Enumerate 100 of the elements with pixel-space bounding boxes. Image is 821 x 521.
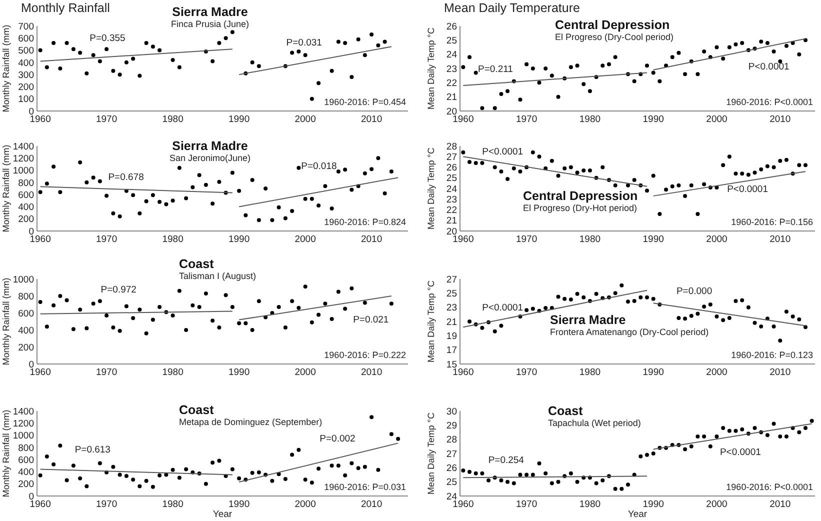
y-tick-label: 600	[18, 190, 34, 201]
point	[613, 183, 618, 188]
point	[702, 434, 706, 438]
point	[276, 305, 281, 310]
annotation: 1960-2016: P=0.222	[324, 350, 406, 360]
x-tick-label: 1990	[228, 367, 250, 378]
annotation: P=0.018	[301, 160, 337, 172]
point	[759, 40, 764, 44]
annotation: P<0.0001	[482, 146, 524, 158]
point	[210, 202, 215, 206]
point	[244, 213, 248, 218]
point	[98, 299, 102, 304]
point	[518, 98, 522, 102]
y-axis-title: Monthly Rainfall (mm)	[1, 278, 11, 366]
point	[362, 464, 367, 469]
point	[370, 415, 374, 420]
y-tick-label: 28	[446, 141, 457, 152]
y-tick-label: 23	[446, 64, 457, 75]
y-tick-label: 600	[18, 33, 34, 44]
y-tick-label: 1200	[12, 153, 34, 164]
point	[778, 158, 782, 163]
point	[797, 52, 802, 56]
point	[111, 68, 116, 73]
x-tick-label: 1980	[162, 234, 184, 245]
x-tick-label: 1980	[162, 114, 184, 125]
point	[676, 50, 681, 55]
point	[714, 45, 719, 50]
point	[613, 291, 618, 296]
point	[389, 432, 394, 436]
point	[362, 171, 367, 176]
point	[556, 174, 560, 178]
point	[138, 211, 142, 216]
point	[330, 206, 334, 211]
point	[803, 163, 808, 168]
point	[664, 188, 668, 192]
point	[512, 481, 516, 486]
point	[283, 477, 288, 481]
point	[588, 168, 592, 172]
point	[336, 170, 340, 174]
x-tick-label: 1970	[96, 114, 118, 125]
point	[638, 295, 643, 300]
point	[537, 80, 542, 85]
point	[759, 167, 764, 172]
point	[632, 178, 636, 182]
point	[91, 176, 96, 180]
point	[256, 299, 261, 304]
y-tick-label: 400	[18, 58, 34, 69]
point	[613, 55, 618, 60]
point	[71, 327, 76, 332]
point	[316, 466, 321, 471]
point	[632, 79, 636, 84]
point	[138, 308, 142, 312]
chart-title: Coast	[179, 257, 215, 271]
point	[44, 182, 49, 186]
point	[676, 316, 681, 320]
point	[575, 480, 580, 484]
point	[524, 62, 529, 66]
point	[461, 65, 466, 70]
x-tick-label: 1960	[452, 499, 474, 510]
text: San Jeronimo(June)	[169, 153, 251, 163]
y-tick-label: 26	[446, 162, 457, 174]
point	[310, 320, 314, 324]
point	[376, 156, 380, 160]
y-tick-label: 28	[446, 434, 457, 446]
point	[658, 79, 662, 84]
y-tick-label: 200	[18, 214, 34, 226]
point	[696, 212, 700, 216]
y-tick-label: 600	[18, 308, 34, 320]
point	[84, 326, 89, 330]
y-tick-label: 25	[446, 477, 457, 488]
point	[336, 40, 340, 44]
y-tick-label: 25	[446, 35, 457, 46]
x-tick-label: 2010	[360, 114, 382, 125]
point	[772, 50, 776, 54]
point	[224, 293, 228, 298]
point	[310, 96, 314, 101]
point	[350, 75, 354, 79]
point	[689, 444, 694, 448]
y-tick-label: 26	[446, 462, 457, 474]
x-tick-label: 1980	[579, 234, 601, 245]
x-tick-label: 2000	[294, 114, 316, 125]
point	[658, 212, 662, 216]
point	[752, 170, 757, 175]
point	[696, 434, 700, 438]
chart-title: Central Depression	[555, 18, 670, 32]
point	[164, 202, 168, 206]
y-tick-label: 700	[18, 21, 34, 32]
point	[230, 305, 234, 310]
point	[158, 305, 162, 310]
point	[98, 179, 102, 184]
point	[52, 462, 56, 466]
point	[38, 300, 42, 304]
point	[362, 53, 367, 58]
point	[158, 473, 162, 478]
point	[474, 70, 478, 75]
point	[237, 188, 242, 193]
y-tick-label: 21	[446, 316, 457, 328]
point	[316, 204, 321, 208]
point	[396, 436, 400, 441]
point	[544, 66, 548, 70]
